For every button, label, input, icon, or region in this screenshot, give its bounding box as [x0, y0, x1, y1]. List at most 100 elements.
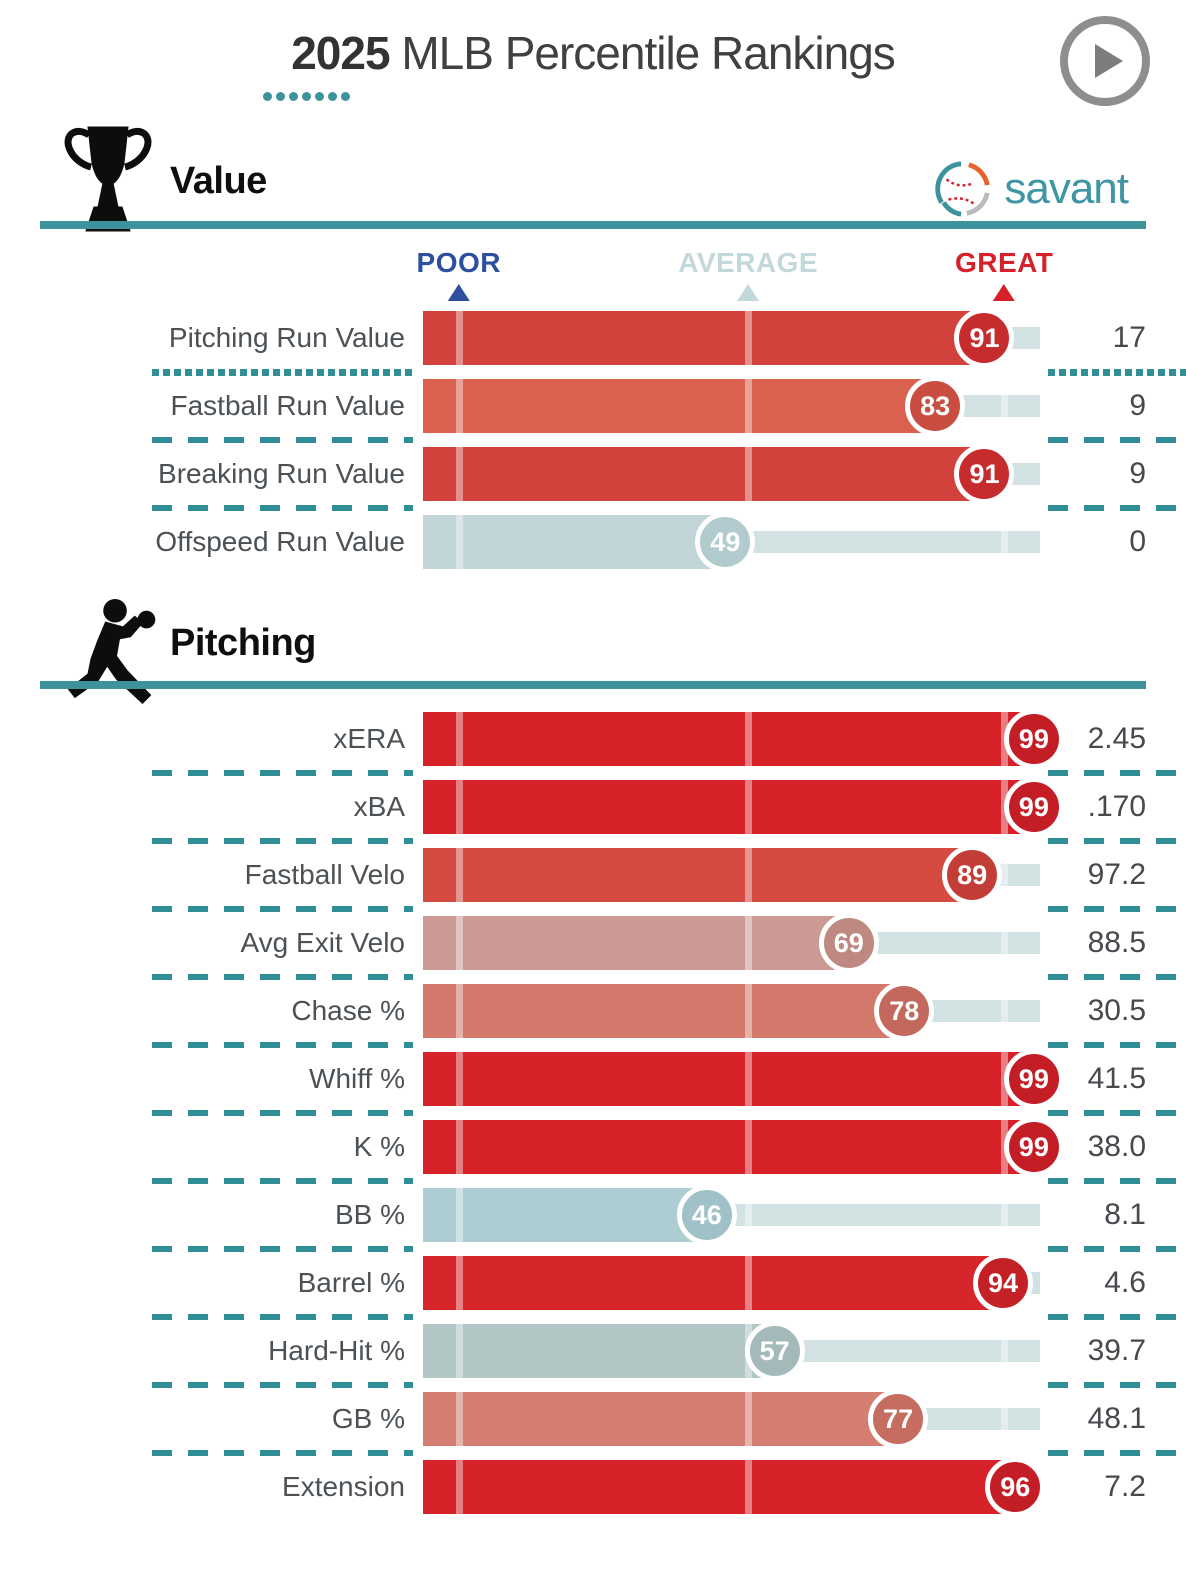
scale-marker-line — [745, 379, 753, 433]
scale-marker-line — [455, 1256, 463, 1310]
row-divider — [0, 1378, 1186, 1392]
scale-marker-line — [745, 1392, 753, 1446]
scale-label-great: GREAT — [954, 247, 1054, 278]
section-title-pitching: Pitching — [170, 622, 316, 664]
bar-fill — [423, 1120, 1034, 1174]
row-divider — [0, 902, 1186, 916]
row-divider — [0, 1242, 1186, 1256]
percentile-badge: 89 — [942, 845, 1003, 905]
scale-marker-line — [745, 916, 753, 970]
stat-value: 8.1 — [1104, 1198, 1146, 1231]
stat-value: 30.5 — [1087, 994, 1146, 1027]
scale-label-average: AVERAGE — [678, 247, 819, 278]
stat-row: BB % 46 8.1 — [0, 1185, 1186, 1245]
scale-marker-line — [745, 1120, 753, 1174]
bar-fill — [423, 379, 936, 433]
stat-row: Extension 96 7.2 — [0, 1457, 1186, 1517]
stat-label: Chase % — [291, 995, 405, 1026]
row-divider — [0, 365, 1186, 379]
title-underline-dots — [263, 92, 350, 101]
scale-marker-line — [745, 984, 753, 1038]
scale-marker-line — [455, 780, 463, 834]
percentile-badge: 78 — [874, 981, 935, 1041]
scale-marker-line — [1001, 1188, 1009, 1242]
stat-label: xBA — [353, 791, 405, 822]
percentile-badge: 49 — [695, 512, 756, 572]
stat-row: Breaking Run Value 91 9 — [0, 444, 1186, 504]
row-divider — [0, 1310, 1186, 1324]
scale-marker-line — [745, 1188, 753, 1242]
scale-marker-line — [455, 447, 463, 501]
stat-row: Avg Exit Velo 69 88.5 — [0, 913, 1186, 973]
bar-fill — [423, 712, 1034, 766]
section-title-value: Value — [170, 160, 267, 202]
page-title: 2025 MLB Percentile Rankings — [0, 26, 1186, 80]
row-divider — [0, 1038, 1186, 1052]
bar-fill — [423, 1188, 707, 1242]
percentile-bar: 99 — [423, 1117, 1064, 1177]
percentile-bar: 78 — [423, 981, 1040, 1041]
percentile-badge: 99 — [1003, 777, 1064, 837]
stat-label: Fastball Velo — [244, 859, 405, 890]
percentile-badge: 94 — [972, 1253, 1033, 1313]
percentile-bar: 57 — [423, 1321, 1040, 1381]
scale-marker-line — [455, 916, 463, 970]
row-divider — [0, 766, 1186, 780]
stat-value: 88.5 — [1087, 926, 1146, 959]
percentile-badge: 91 — [954, 308, 1015, 368]
stat-value: 2.45 — [1087, 722, 1146, 755]
percentile-bar: 69 — [423, 913, 1040, 973]
percentile-bar: 99 — [423, 777, 1064, 837]
scale-marker-line — [1001, 515, 1009, 569]
title-year: 2025 — [291, 27, 390, 79]
percentile-bar: 46 — [423, 1185, 1040, 1245]
stat-label: Fastball Run Value — [170, 390, 406, 421]
stat-row: Barrel % 94 4.6 — [0, 1253, 1186, 1313]
stat-label: BB % — [334, 1199, 405, 1230]
stat-row: Chase % 78 30.5 — [0, 981, 1186, 1041]
scale-marker-line — [455, 1460, 463, 1514]
savant-logo[interactable]: savant — [932, 158, 1129, 220]
value-rows: Pitching Run Value 91 17 Fastball Run Va… — [0, 308, 1186, 572]
stat-label: Breaking Run Value — [158, 458, 405, 489]
percentile-bar: 83 — [423, 376, 1040, 436]
stat-row: Fastball Run Value 83 9 — [0, 376, 1186, 436]
scale-marker-line — [745, 1460, 753, 1514]
stat-value: 41.5 — [1087, 1062, 1146, 1095]
value-section-rule — [40, 221, 1146, 229]
scale-marker-line — [455, 1120, 463, 1174]
scale-marker-line — [455, 1324, 463, 1378]
scale-marker-line — [455, 1188, 463, 1242]
percentile-bar: 94 — [423, 1253, 1040, 1313]
bar-fill — [423, 1052, 1034, 1106]
stat-value: 48.1 — [1087, 1402, 1146, 1435]
percentile-badge: 99 — [1003, 1049, 1064, 1109]
row-divider — [0, 1106, 1186, 1120]
percentile-bar: 91 — [423, 444, 1040, 504]
stat-row: Offspeed Run Value 49 0 — [0, 512, 1186, 572]
pitching-section-rule — [40, 681, 1146, 689]
percentile-badge: 69 — [818, 913, 879, 973]
percentile-badge: 99 — [1003, 709, 1064, 769]
stat-row: GB % 77 48.1 — [0, 1389, 1186, 1449]
stat-label: Extension — [282, 1471, 405, 1502]
stat-value: 7.2 — [1104, 1470, 1146, 1503]
percentile-bar: 96 — [423, 1457, 1046, 1517]
scale-marker-line — [455, 712, 463, 766]
scale-marker-line — [745, 311, 753, 365]
scale-marker-line — [1001, 916, 1009, 970]
pitching-rows: xERA 99 2.45 xBA 99 .170 Fastball Velo 8… — [0, 709, 1186, 1517]
bar-fill — [423, 515, 726, 569]
stat-value: .170 — [1087, 790, 1146, 823]
stat-value: 17 — [1112, 321, 1146, 354]
stat-row: Whiff % 99 41.5 — [0, 1049, 1186, 1109]
scale-marker-line — [745, 1256, 753, 1310]
savant-logo-text: savant — [1004, 164, 1129, 213]
percentile-bar: 89 — [423, 845, 1040, 905]
scale-marker-line — [455, 1392, 463, 1446]
bar-fill — [423, 311, 985, 365]
play-button[interactable] — [1060, 16, 1150, 106]
row-divider — [0, 1446, 1186, 1460]
percentile-bar: 77 — [423, 1389, 1040, 1449]
